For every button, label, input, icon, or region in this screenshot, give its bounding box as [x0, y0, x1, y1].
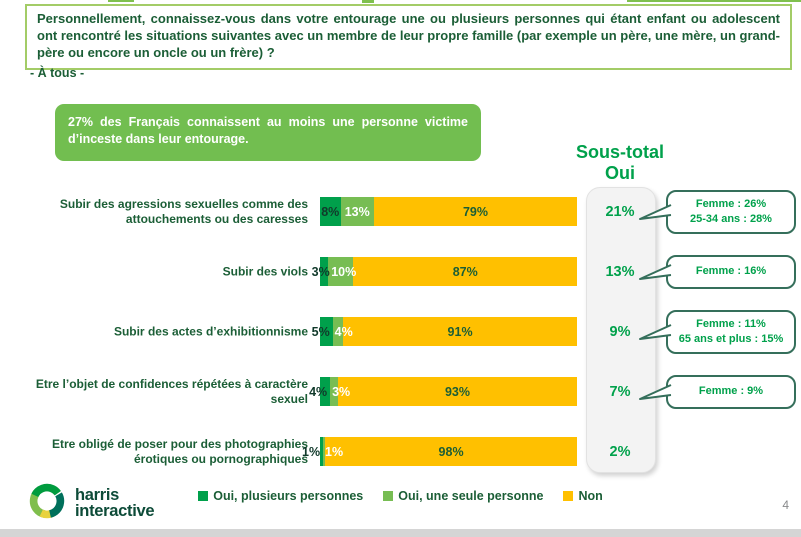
legend: Oui, plusieurs personnes Oui, une seule p… [0, 489, 801, 503]
bar-segment-oui-une [327, 257, 354, 286]
bar-value-label: 3% [311, 265, 330, 279]
bar-segment-oui-plusieurs [320, 377, 331, 406]
callout-tail [638, 381, 672, 403]
bar-segment-oui-plusieurs [320, 437, 323, 466]
callout-line: Femme : 26% [695, 197, 767, 210]
chart-row: Etre obligé de poser pour des photograph… [0, 437, 801, 467]
legend-item: Oui, une seule personne [383, 489, 543, 503]
subtotal-header-line1: Sous-total [576, 142, 664, 162]
callout-bubble: Femme : 9% [639, 375, 796, 409]
bar-segment-non [337, 377, 577, 406]
bar-value-label: 4% [334, 325, 353, 339]
bar-value-label: 5% [311, 325, 330, 339]
category-label: Etre obligé de poser pour des photograph… [51, 437, 308, 466]
chart-row: Subir des actes d’exhibitionnisme 5% 4% 91%… [0, 310, 801, 354]
subtotal-value: 2% [609, 444, 631, 460]
bar-value-label: 91% [447, 325, 473, 339]
stacked-bar [320, 317, 577, 346]
page-number: 4 [782, 498, 789, 512]
bar-value-label: 13% [344, 205, 370, 219]
category-label: Subir des viols [222, 264, 308, 279]
subtotal-value: 21% [605, 204, 635, 220]
bar-value-label: 4% [309, 385, 328, 399]
logo-ring-icon [26, 480, 68, 527]
subtotal-header-line2: Oui [605, 162, 635, 183]
stacked-bar [320, 197, 577, 226]
chart-row: Etre l’objet de confidences répétées à c… [0, 375, 801, 409]
bar-value-label: 1% [302, 445, 321, 459]
top-fragment-left [108, 0, 134, 2]
top-fragment-right [627, 0, 801, 2]
top-fragment-center [362, 0, 374, 3]
legend-label: Oui, une seule personne [398, 489, 544, 503]
callout-bubble: Femme : 11% 65 ans et plus : 15% [639, 310, 796, 354]
bar-value-label: 87% [452, 265, 478, 279]
bar-segment-oui-une [332, 317, 344, 346]
callout-tail [638, 321, 672, 343]
logo-wordmark: harris interactive [75, 485, 155, 520]
bar-value-label: 93% [444, 385, 470, 399]
callout-line: Femme : 11% [696, 317, 766, 330]
callout-bubble: Femme : 16% [639, 255, 796, 289]
category-label: Subir des actes d’exhibitionnisme [113, 324, 308, 339]
bar-value-label: 98% [438, 445, 464, 459]
bar-value-label: 8% [321, 205, 340, 219]
legend-swatch [198, 491, 209, 501]
key-finding-box: 27% des Français connaissent au moins un… [55, 104, 481, 161]
legend-item: Non [563, 489, 603, 503]
bottom-edge-strip [0, 529, 801, 537]
callout-line: 65 ans et plus : 15% [678, 333, 784, 345]
subtotal-value: 9% [609, 324, 631, 340]
harris-interactive-logo: harris interactive [26, 480, 155, 527]
bar-segment-oui-plusieurs [320, 197, 341, 226]
bar-value-label: 3% [332, 385, 351, 399]
legend-item: Oui, plusieurs personnes [198, 489, 363, 503]
question-text: Personnellement, connaissez-vous dans vo… [37, 11, 780, 60]
legend-swatch [383, 491, 394, 501]
bar-value-label: 10% [331, 265, 357, 279]
callout-line: Femme : 9% [698, 385, 764, 398]
category-label: Subir des agressions sexuelles comme des… [59, 197, 308, 226]
legend-label: Non [578, 489, 603, 503]
chart-row: Subir des agressions sexuelles comme des… [0, 190, 801, 234]
callout-tail [638, 201, 672, 223]
category-label: Etre l’objet de confidences répétées à c… [35, 377, 308, 406]
bar-segment-non [325, 437, 577, 466]
bar-segment-oui-plusieurs [320, 317, 333, 346]
bar-segment-oui-plusieurs [320, 257, 328, 286]
callout-bubble: Femme : 26% 25-34 ans : 28% [639, 190, 796, 234]
legend-label: Oui, plusieurs personnes [213, 489, 364, 503]
key-finding-text: 27% des Français connaissent au moins un… [68, 115, 468, 146]
callout-line: 25-34 ans : 28% [690, 213, 772, 225]
legend-swatch [563, 491, 574, 501]
bar-segment-non [353, 257, 577, 286]
question-box: Personnellement, connaissez-vous dans vo… [25, 4, 792, 70]
callout-line: Femme : 16% [695, 265, 767, 278]
chart-row: Subir des viols 3% 10% 87% 13% Femme : 16% [0, 255, 801, 289]
logo-line1: harris [75, 485, 120, 504]
subtotal-column [586, 187, 656, 473]
logo-line2: interactive [75, 501, 155, 520]
bar-segment-oui-une [340, 197, 374, 226]
bar-value-label: 1% [325, 445, 344, 459]
bar-segment-non [343, 317, 577, 346]
stacked-bar [320, 437, 577, 466]
bar-segment-non [373, 197, 577, 226]
stacked-bar [320, 377, 577, 406]
bar-segment-oui-une [322, 437, 326, 466]
stacked-bar [320, 257, 577, 286]
subtotal-value: 7% [609, 384, 631, 400]
bar-value-label: 79% [462, 205, 488, 219]
subtotal-header: Sous-total Oui [555, 142, 685, 183]
audience-note: - À tous - [30, 66, 85, 80]
subtotal-value: 13% [605, 264, 635, 280]
bar-segment-oui-une [330, 377, 338, 406]
callout-tail [638, 261, 672, 283]
